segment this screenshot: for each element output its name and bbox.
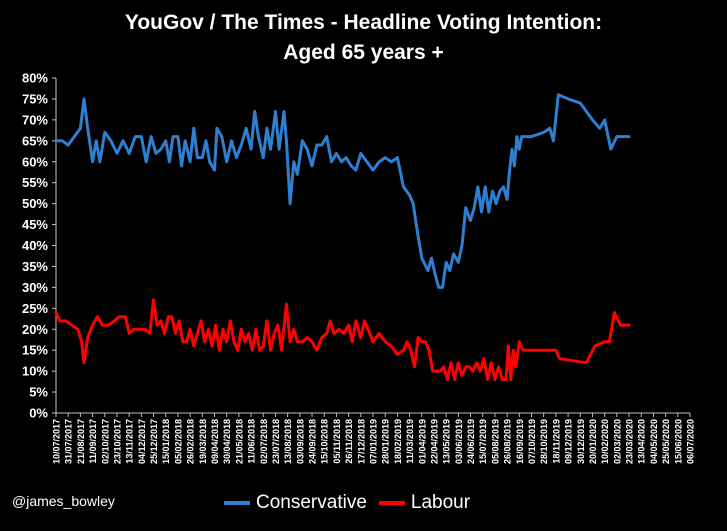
x-tick-label: 09/04/2018 (210, 419, 220, 464)
x-tick-label: 04/12/2017 (137, 419, 147, 464)
x-tick-label: 22/04/2019 (429, 419, 439, 464)
series-line-labour (54, 298, 631, 381)
y-tick-label: 15% (22, 343, 48, 358)
legend: Conservative Labour (224, 490, 470, 516)
x-tick-label: 30/12/2019 (576, 419, 586, 464)
series-line-conservative (54, 93, 631, 289)
x-tick-label: 16/09/2019 (515, 419, 525, 464)
x-tick-label: 03/06/2019 (454, 419, 464, 464)
x-tick-label: 02/10/2017 (100, 419, 110, 464)
y-tick-label: 30% (22, 280, 48, 295)
x-tick-label: 24/06/2019 (466, 419, 476, 464)
y-tick-label: 50% (22, 196, 48, 211)
x-tick-label: 31/07/2017 (64, 419, 74, 464)
x-tick-label: 13/04/2020 (637, 419, 647, 464)
x-tick-label: 07/01/2019 (369, 419, 379, 464)
x-tick-label: 15/01/2018 (161, 419, 171, 464)
x-tick-label: 09/12/2019 (564, 419, 574, 464)
y-tick-label: 25% (22, 301, 48, 316)
legend-swatch-conservative (224, 501, 250, 505)
x-tick-label: 24/09/2018 (308, 419, 318, 464)
x-axis: 10/07/2017 31/07/2017 21/08/2017 11/09/2017… (52, 412, 696, 464)
x-tick-label: 11/09/2017 (88, 419, 98, 464)
x-tick-label: 26/02/2018 (186, 419, 196, 464)
legend-label-labour: Labour (410, 492, 471, 513)
x-tick-label: 06/07/2020 (686, 419, 696, 464)
x-tick-label: 23/10/2017 (112, 419, 122, 464)
x-tick-label: 10/02/2020 (600, 419, 610, 464)
y-tick-label: 55% (22, 175, 48, 190)
chart-title-line-1: YouGov / The Times - Headline Voting Int… (124, 11, 603, 34)
y-tick-label: 45% (22, 217, 48, 232)
x-tick-label: 07/10/2019 (527, 419, 537, 464)
y-tick-label: 70% (22, 112, 48, 127)
x-tick-label: 05/02/2018 (173, 419, 183, 464)
x-tick-label: 28/10/2019 (539, 419, 549, 464)
x-tick-label: 23/07/2018 (271, 419, 281, 464)
x-tick-label: 10/07/2017 (52, 419, 62, 464)
x-tick-label: 28/01/2019 (381, 419, 391, 464)
author-credit: @james_bowley (12, 493, 115, 509)
x-tick-label: 11/06/2018 (247, 419, 257, 464)
x-tick-label: 18/11/2019 (551, 419, 561, 464)
y-axis: 80% 75% 70% 65% 60% 55% 50% 45% 40% 35% 30% 25% 20% 1… (22, 71, 57, 421)
y-tick-label: 10% (22, 364, 48, 379)
chart-title: YouGov / The Times - Headline Voting Int… (0, 8, 727, 68)
x-tick-label: 15/06/2020 (673, 419, 683, 464)
y-tick-label: 40% (22, 238, 48, 253)
x-tick-label: 04/05/2020 (649, 419, 659, 464)
y-tick-label: 0% (29, 406, 48, 421)
series-layer (54, 93, 631, 381)
x-tick-label: 26/11/2018 (344, 419, 354, 464)
x-tick-label: 21/08/2017 (76, 419, 86, 464)
x-tick-label: 03/09/2018 (295, 419, 305, 464)
x-tick-label: 19/03/2018 (198, 419, 208, 464)
x-tick-label: 15/10/2018 (320, 419, 330, 464)
y-tick-label: 35% (22, 259, 48, 274)
x-tick-label: 25/05/2020 (661, 419, 671, 464)
y-tick-label: 75% (22, 91, 48, 106)
x-tick-label: 05/08/2019 (490, 419, 500, 464)
x-tick-label: 23/03/2020 (625, 419, 635, 464)
chart-title-line-2: Aged 65 years + (283, 41, 444, 64)
x-tick-label: 13/08/2018 (283, 419, 293, 464)
x-tick-label: 02/07/2018 (259, 419, 269, 464)
x-tick-label: 01/04/2019 (417, 419, 427, 464)
y-tick-label: 60% (22, 154, 48, 169)
x-tick-label: 11/03/2019 (405, 419, 415, 464)
y-tick-label: 65% (22, 133, 48, 148)
legend-item-labour: Labour (378, 492, 471, 514)
legend-swatch-labour (378, 501, 405, 505)
x-tick-label: 02/03/2020 (612, 419, 622, 464)
x-tick-label: 18/02/2019 (393, 419, 403, 464)
x-tick-label: 26/08/2019 (503, 419, 513, 464)
legend-item-conservative: Conservative (224, 492, 367, 514)
y-tick-label: 80% (22, 71, 48, 86)
x-tick-label: 05/11/2018 (332, 419, 342, 464)
x-tick-label: 21/05/2018 (234, 419, 244, 464)
x-tick-label: 15/07/2019 (478, 419, 488, 464)
y-tick-label: 20% (22, 322, 48, 337)
x-tick-label: 13/05/2019 (442, 419, 452, 464)
x-tick-label: 13/11/2017 (125, 419, 135, 464)
legend-label-conservative: Conservative (256, 492, 367, 513)
x-tick-label: 17/12/2018 (356, 419, 366, 464)
x-tick-label: 30/04/2018 (222, 419, 232, 464)
x-tick-label: 20/01/2020 (588, 419, 598, 464)
x-tick-label: 25/12/2017 (149, 419, 159, 464)
y-tick-label: 5% (29, 385, 48, 400)
